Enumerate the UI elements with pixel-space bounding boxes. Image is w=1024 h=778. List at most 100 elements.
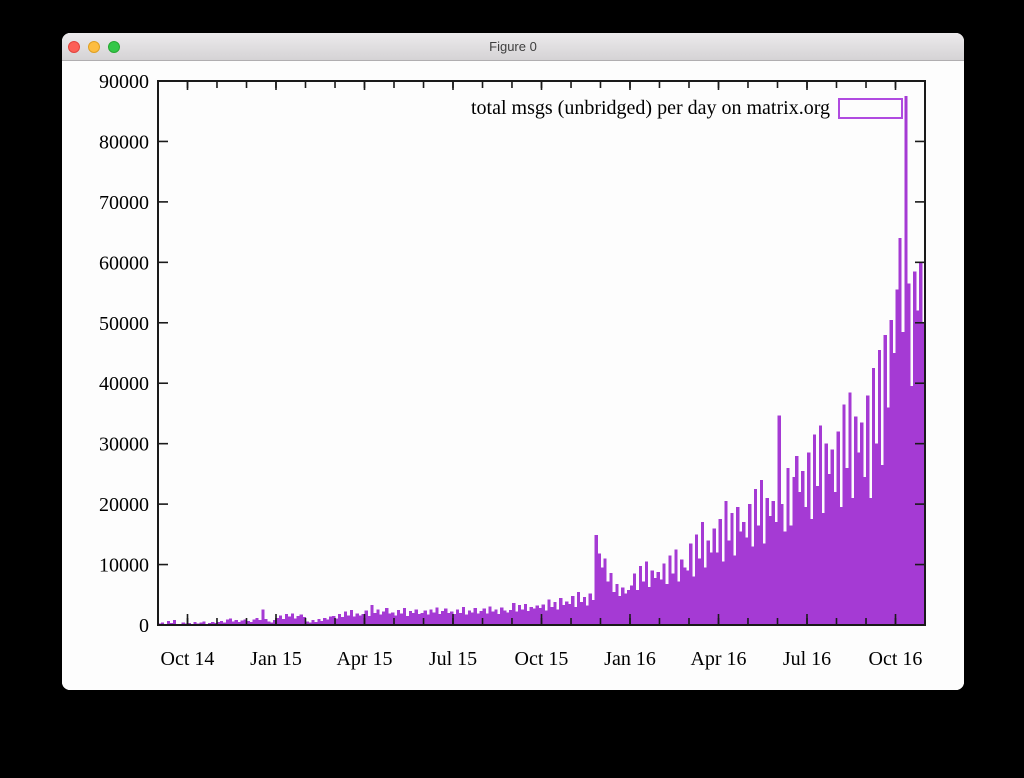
bar: [281, 618, 286, 625]
bar: [299, 614, 303, 625]
y-tick-label: 10000: [99, 555, 149, 577]
bar: [780, 504, 784, 625]
window-title: Figure 0: [489, 39, 537, 54]
bar: [632, 573, 637, 625]
y-tick-label: 50000: [99, 313, 149, 335]
bar: [405, 615, 410, 625]
bar: [739, 531, 743, 625]
bar: [414, 609, 418, 625]
bar: [243, 619, 247, 625]
bar: [276, 617, 280, 625]
bar: [857, 452, 861, 625]
bar: [512, 603, 516, 625]
bar: [426, 614, 430, 625]
bar: [597, 553, 601, 625]
bar: [691, 576, 696, 625]
bar: [202, 621, 206, 625]
bar: [532, 608, 536, 625]
bar: [160, 622, 165, 625]
bar: [898, 238, 902, 625]
bar: [267, 621, 271, 625]
bar: [193, 621, 197, 625]
bar: [296, 615, 300, 625]
title-bar[interactable]: Figure 0: [62, 33, 964, 61]
bar: [520, 609, 525, 625]
bar: [249, 621, 253, 625]
bar: [503, 610, 507, 625]
bar: [807, 452, 811, 625]
bar: [745, 537, 749, 625]
bar: [314, 621, 318, 625]
bar: [680, 559, 684, 625]
x-tick-label: Apr 16: [690, 648, 746, 670]
bar: [370, 605, 374, 625]
bar: [565, 601, 569, 625]
bar: [237, 621, 241, 625]
bar: [821, 513, 825, 625]
bar: [594, 534, 598, 625]
bar: [199, 622, 203, 625]
bar: [264, 618, 268, 625]
bar: [529, 606, 533, 625]
bar: [777, 415, 781, 625]
bar: [759, 479, 764, 625]
bar: [323, 617, 327, 625]
bar: [913, 271, 917, 625]
bar: [308, 622, 312, 625]
bar: [361, 614, 365, 625]
bar: [715, 552, 719, 625]
bar: [895, 289, 899, 625]
bar: [382, 611, 386, 625]
bar: [329, 616, 333, 625]
bar: [420, 612, 424, 625]
bar: [892, 353, 896, 625]
minimize-button[interactable]: [88, 41, 100, 53]
y-tick-label: 60000: [99, 252, 149, 274]
bar: [762, 543, 766, 625]
bar: [665, 583, 669, 625]
bar: [284, 614, 289, 625]
bar: [783, 531, 787, 625]
bar: [907, 283, 911, 625]
bar: [771, 501, 775, 625]
y-tick-label: 30000: [99, 434, 149, 456]
bar: [712, 528, 716, 625]
bar: [689, 543, 693, 625]
bar: [721, 561, 725, 625]
bar: [270, 622, 274, 625]
bar: [166, 620, 171, 625]
zoom-button[interactable]: [108, 41, 120, 53]
bar: [798, 492, 802, 625]
bar: [429, 609, 433, 625]
bar: [600, 567, 604, 625]
close-button[interactable]: [68, 41, 80, 53]
bar: [337, 614, 342, 625]
bar: [697, 558, 702, 625]
bar: [208, 622, 212, 625]
bar: [830, 449, 834, 625]
bar: [839, 507, 843, 625]
bar: [874, 443, 879, 625]
bar: [394, 615, 398, 625]
bar: [364, 610, 368, 625]
bar: [916, 310, 920, 625]
bar: [871, 368, 876, 625]
bar: [261, 609, 265, 625]
bar: [252, 619, 256, 625]
bar: [736, 507, 740, 625]
bar: [258, 620, 262, 625]
bar: [703, 567, 707, 625]
bar: [801, 470, 805, 625]
bar: [706, 540, 710, 625]
bar: [562, 605, 566, 625]
y-tick-label: 20000: [99, 494, 149, 516]
bar: [441, 611, 445, 625]
bar: [612, 591, 616, 625]
bar: [809, 519, 814, 625]
bar: [668, 555, 672, 625]
bar: [302, 617, 306, 625]
bar: [730, 513, 734, 625]
bar: [500, 607, 504, 625]
x-tick-label: Oct 16: [869, 648, 923, 670]
